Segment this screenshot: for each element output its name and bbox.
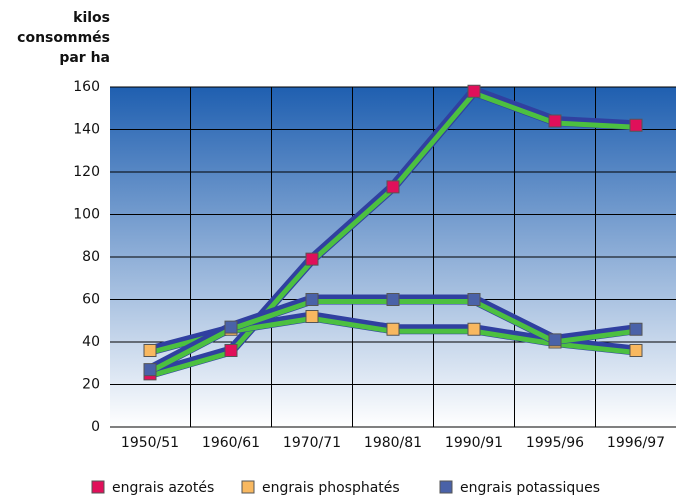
y-tick-label: 80 (82, 249, 100, 265)
y-tick-label: 100 (73, 207, 100, 223)
y-axis-label: kilos (73, 10, 110, 26)
legend-swatch (241, 480, 255, 494)
marker (467, 322, 481, 336)
y-tick-label: 20 (82, 377, 100, 393)
marker (467, 84, 481, 98)
y-tick-label: 120 (73, 164, 100, 180)
marker (386, 322, 400, 336)
y-tick-label: 160 (73, 79, 100, 95)
x-tick-label: 1980/81 (364, 435, 422, 451)
marker (305, 252, 319, 266)
legend-swatch (439, 480, 453, 494)
marker (386, 293, 400, 306)
x-tick-label: 1990/91 (445, 435, 503, 451)
y-axis-label: consommés (17, 30, 110, 46)
x-tick-label: 1950/51 (121, 435, 179, 451)
y-axis-label: par ha (59, 50, 110, 66)
legend-swatch (91, 480, 105, 494)
legend-label: engrais potassiques (460, 480, 600, 496)
marker (143, 363, 157, 377)
legend-label: engrais azotés (112, 480, 214, 496)
marker (548, 114, 562, 128)
x-tick-label: 1996/97 (607, 435, 665, 451)
x-tick-label: 1960/61 (202, 435, 260, 451)
marker (386, 180, 400, 194)
marker (305, 293, 319, 306)
marker (629, 118, 643, 132)
marker (224, 320, 238, 334)
y-tick-label: 40 (82, 334, 100, 350)
marker (467, 293, 481, 306)
marker (305, 310, 319, 323)
legend-label: engrais phosphatés (262, 480, 400, 496)
y-tick-label: 140 (73, 122, 100, 138)
y-tick-label: 60 (82, 292, 100, 308)
y-tick-label: 0 (91, 419, 100, 435)
marker (548, 333, 562, 347)
marker (224, 344, 238, 357)
marker (629, 322, 643, 336)
x-tick-label: 1970/71 (283, 435, 341, 451)
marker (143, 344, 157, 357)
x-tick-label: 1995/96 (526, 435, 584, 451)
marker (629, 344, 643, 357)
